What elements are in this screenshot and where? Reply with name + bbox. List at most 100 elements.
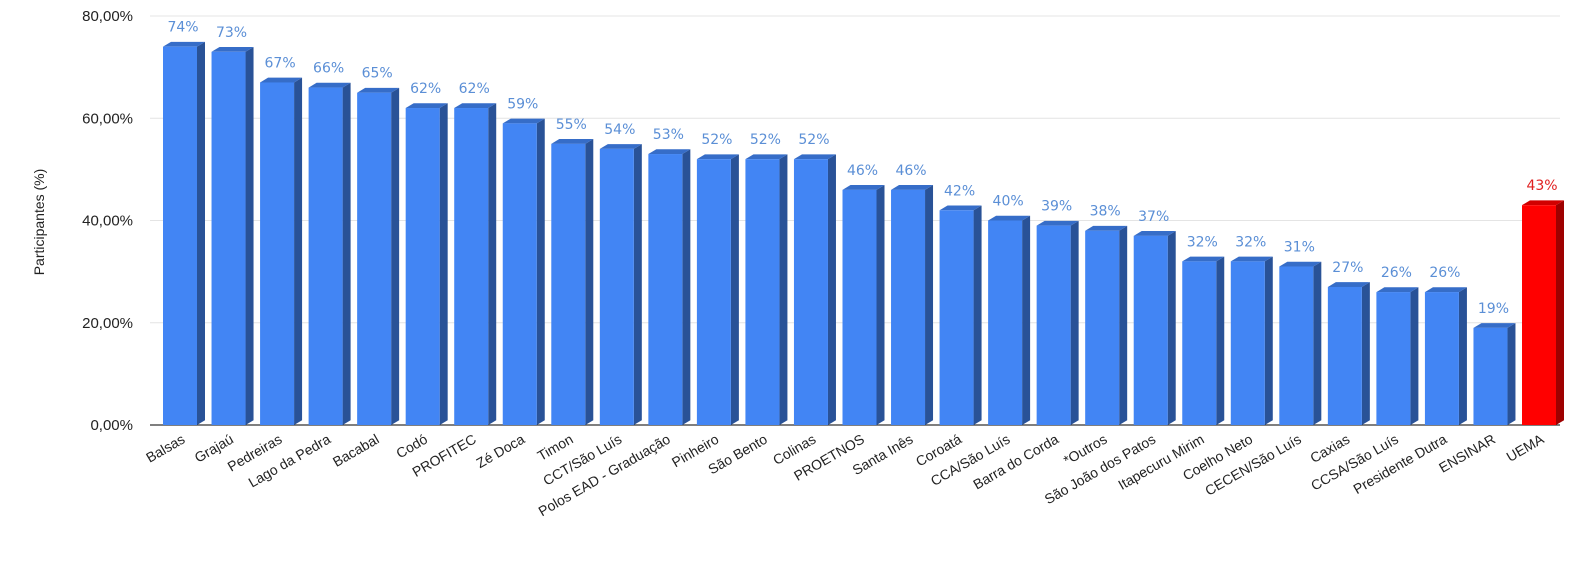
bar-side — [1410, 287, 1419, 425]
bar — [1230, 256, 1273, 425]
bar-front — [260, 82, 295, 426]
bar — [405, 103, 448, 426]
bar — [1473, 323, 1516, 425]
value-label: 62% — [410, 81, 441, 97]
bar-top — [1133, 231, 1176, 236]
bar-side — [391, 87, 400, 425]
bars — [163, 41, 1564, 426]
value-label: 42% — [944, 183, 975, 199]
y-tick-label: 60,00% — [82, 110, 133, 127]
bar-front — [891, 189, 926, 425]
value-label: 32% — [1187, 234, 1218, 250]
bar-side — [876, 185, 885, 425]
bar-front — [988, 220, 1023, 425]
value-label: 19% — [1478, 301, 1509, 317]
bar-front — [1473, 327, 1508, 425]
bar-top — [939, 205, 982, 211]
bar-side — [197, 41, 205, 425]
bar-side — [973, 205, 982, 425]
value-label: 32% — [1235, 234, 1266, 250]
value-label: 53% — [653, 127, 684, 143]
bar — [1376, 287, 1419, 425]
bar — [599, 144, 642, 426]
bar-top — [988, 215, 1031, 221]
bar-side — [730, 154, 739, 425]
bar-side — [1507, 323, 1516, 425]
value-label: 52% — [701, 132, 732, 148]
value-label: 52% — [750, 132, 781, 148]
bar-top — [405, 103, 448, 109]
bar — [357, 87, 400, 425]
value-label: 67% — [265, 55, 296, 71]
bar-side — [585, 139, 594, 425]
bar — [648, 149, 691, 426]
bar-top — [1279, 261, 1322, 267]
bar-side — [1458, 287, 1467, 425]
value-label: 26% — [1429, 265, 1460, 281]
value-label: 37% — [1138, 209, 1169, 225]
x-category-label: Bacabal — [330, 431, 382, 470]
bar-front — [1279, 266, 1314, 425]
bar-top — [1376, 287, 1419, 293]
bar-side — [1216, 256, 1225, 425]
value-labels: 74% 73% 67% 66% 65% 62% 62% 59% 55% 54% 53% 52% 52% 5… — [167, 20, 1557, 317]
value-label: 26% — [1381, 265, 1412, 281]
value-label: 39% — [1041, 199, 1072, 215]
bar-side — [1361, 282, 1370, 425]
bar-top — [1327, 282, 1370, 287]
bar-front — [939, 210, 974, 425]
bar — [745, 154, 788, 425]
bar-front — [1133, 235, 1168, 425]
bar — [793, 154, 836, 425]
bar-front — [1182, 261, 1217, 425]
bar-side — [1313, 261, 1322, 425]
bar — [988, 215, 1031, 425]
bar — [1133, 231, 1176, 425]
bar-side — [1070, 220, 1079, 425]
x-category-label: Lago da Pedra — [246, 431, 334, 491]
bar-side — [488, 103, 497, 425]
value-label: 31% — [1284, 240, 1315, 256]
bar — [939, 205, 982, 425]
x-category-label: Balsas — [143, 431, 187, 466]
bar-side — [439, 103, 448, 425]
bar — [1036, 220, 1079, 425]
y-tick-label: 40,00% — [82, 213, 133, 230]
bar-top — [793, 154, 836, 160]
bar-side — [779, 154, 788, 425]
bar-side — [1556, 200, 1564, 425]
bar-front — [745, 159, 780, 425]
bar — [454, 103, 497, 426]
bar-front — [1327, 286, 1362, 425]
bar-front — [1085, 230, 1120, 425]
value-label: 40% — [993, 194, 1024, 210]
bar-top — [1036, 220, 1079, 226]
value-label: 38% — [1090, 204, 1121, 220]
bar — [1327, 282, 1370, 425]
bar-top — [745, 154, 788, 160]
bar-front — [1424, 292, 1459, 425]
bar-front — [1376, 292, 1411, 425]
bar — [1182, 256, 1225, 425]
bar — [891, 185, 934, 425]
y-axis-ticks: 0,00% 20,00% 40,00% 60,00% 80,00% — [82, 8, 133, 434]
bar — [842, 185, 885, 425]
bar-front — [357, 92, 392, 425]
bar-top — [891, 185, 934, 190]
bar-front — [696, 159, 731, 425]
bar-top — [551, 139, 594, 144]
bar-top — [599, 144, 642, 149]
value-label: 59% — [507, 96, 538, 112]
value-label: 27% — [1332, 260, 1363, 276]
bar-top — [308, 82, 351, 88]
bar-front — [502, 123, 537, 426]
bar-top — [696, 154, 739, 160]
bar-side — [827, 154, 836, 425]
bar-top — [1085, 225, 1128, 231]
bar-front — [1036, 225, 1071, 425]
value-label: 43% — [1526, 178, 1557, 194]
bar-front — [551, 143, 586, 425]
bar-top — [842, 185, 885, 190]
